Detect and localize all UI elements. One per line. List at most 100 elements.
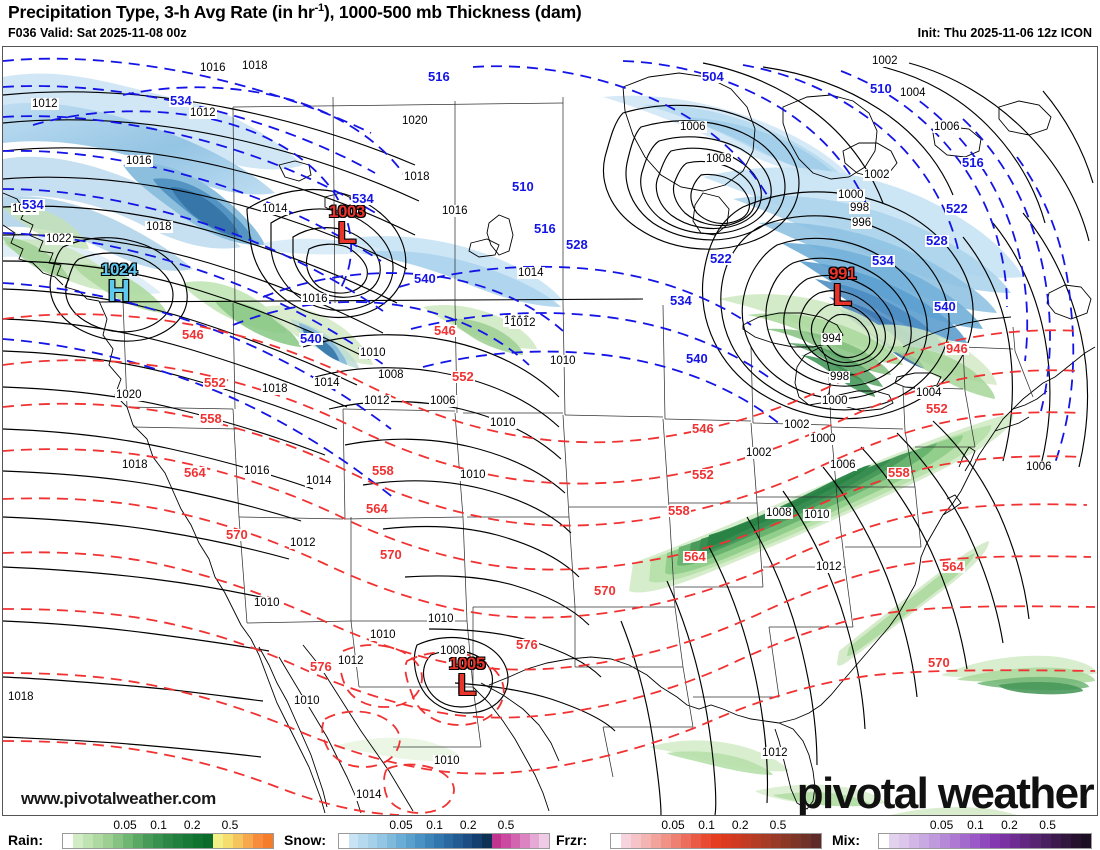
mslp-contour-label: 1008 [765,507,793,519]
thickness-contour-label-cold: 528 [925,233,949,248]
pressure-center-low-1005[interactable]: 1005 L [449,655,485,700]
thickness-contour-label-warm: 546 [181,327,205,342]
legend-color-swatch [491,834,502,848]
pivotal-weather-logo: pivotal weather [796,769,1095,816]
mslp-contour-label: 1016 [199,62,227,74]
legend-colorbar-frzr[interactable] [610,833,822,849]
pressure-symbol: L [832,277,852,312]
legend-group-rain[interactable]: Rain: 0.05 0.1 0.2 0.5 [8,818,278,850]
thickness-contour-label-cold: 540 [299,331,323,346]
legend-color-swatch [751,834,761,848]
legend-color-swatch [889,834,900,848]
thickness-contour-label-cold: 510 [869,81,893,96]
legend-color-swatch [529,834,540,848]
legend-color-swatch [671,834,681,848]
mslp-contour-label: 1002 [871,55,899,67]
legend-group-snow[interactable]: Snow: 0.05 0.1 0.2 0.5 [284,818,554,850]
legend-group-frzr[interactable]: Frzr: 0.05 0.1 0.2 0.5 [556,818,826,850]
thickness-contour-label-warm: 552 [691,467,715,482]
legend-color-swatch [691,834,701,848]
pressure-symbol: L [457,667,477,702]
legend-color-swatch [223,834,233,848]
legend-color-swatch [367,834,378,848]
thickness-contour-label-cold: 534 [21,197,45,212]
thickness-contour-label-cold: 522 [945,201,969,216]
legend-color-swatch [701,834,711,848]
legend-color-swatch [377,834,387,848]
mslp-contour-label: 1020 [401,115,429,127]
mslp-contour-label: 1016 [301,293,329,305]
legend-color-swatch [133,834,143,848]
legend-color-swatch [611,834,621,848]
legend-group-mix[interactable]: Mix: 0.05 0.1 0.2 0.5 [832,818,1096,850]
page-title: Precipitation Type, 3-h Avg Rate (in hr-… [8,2,582,22]
pressure-center-low-1003[interactable]: 1003 L [329,203,365,248]
mslp-contour-label: 1012 [363,395,391,407]
site-url-watermark: www.pivotalweather.com [21,789,216,808]
legend-tick-label: 0.1 [426,818,443,832]
mslp-contour-label: 1006 [429,395,457,407]
legend-colorbar-mix[interactable] [878,833,1092,849]
legend-color-swatch [771,834,781,848]
mslp-contour-label: 1006 [829,459,857,471]
thickness-contour-label-cold: 516 [533,221,557,236]
legend-color-swatch [348,834,359,848]
legend-color-swatch [233,834,243,848]
legend-color-swatch [939,834,950,848]
legend-color-swatch [243,834,253,848]
pressure-center-high-1024[interactable]: 1024 H [101,261,137,306]
legend-color-swatch [143,834,153,848]
pressure-center-low-991[interactable]: 991 L [829,265,856,310]
mslp-contour-label: 996 [851,217,873,229]
thickness-contour-label-cold: 534 [351,191,375,206]
legend-color-swatch [949,834,960,848]
mslp-contour-label: 1004 [899,87,927,99]
legend-color-swatch [405,834,416,848]
legend-color-swatch [73,834,83,848]
mslp-contour-label: 1010 [293,695,321,707]
legend-color-swatch [929,834,940,848]
valid-time-label: F036 Valid: Sat 2025-11-08 00z [8,26,187,40]
legend-tick-label: 0.5 [497,818,515,832]
thickness-contour-label-warm: 576 [515,637,539,652]
legend-ticks-snow: 0.05 0.1 0.2 0.5 [338,818,548,832]
map-canvas[interactable]: 1003 L 991 L 1005 L 1024 H 1012 1016 1018 1… [2,46,1098,816]
legend-label-snow: Snow: [284,832,326,848]
legend-color-swatch [93,834,103,848]
legend-label-rain: Rain: [8,832,43,848]
legend-tick-label: 0.1 [698,818,715,832]
legend-colorbar-snow[interactable] [338,833,550,849]
pressure-value: 991 [829,264,856,283]
mslp-contour-label: 1006 [679,121,707,133]
legend-colorbar-rain[interactable] [62,833,274,849]
legend-color-swatch [741,834,751,848]
thickness-contour-label-cold: 540 [685,351,709,366]
legend-color-swatch [990,834,1001,848]
legend-color-swatch [781,834,791,848]
thickness-contour-label-warm: 576 [309,659,333,674]
pressure-value: 1024 [101,260,137,279]
legend-color-swatch [213,834,223,848]
thickness-contour-label-warm: 558 [371,463,395,478]
legend-color-swatch [462,834,473,848]
legend-color-swatch [899,834,910,848]
legend-color-swatch [123,834,133,848]
legend-color-swatch [443,834,454,848]
legend-label-mix: Mix: [832,832,860,848]
thickness-contour-label-cold: 534 [169,93,193,108]
thickness-contour-label-warm: 570 [379,547,403,562]
thickness-contour-label-warm: 570 [225,527,249,542]
legend-color-swatch [83,834,93,848]
legend-color-swatch [253,834,263,848]
legend-tick-label: 0.05 [113,818,137,832]
legend-color-swatch [621,834,631,848]
legend-color-swatch [731,834,741,848]
legend-tick-label: 0.5 [221,818,239,832]
legend-color-swatch [1010,834,1021,848]
legend-color-swatch [163,834,173,848]
legend-color-swatch [1060,834,1071,848]
thickness-contour-label-warm: 570 [593,583,617,598]
legend-color-swatch [1040,834,1051,848]
mslp-contour-label: 1012 [815,561,843,573]
